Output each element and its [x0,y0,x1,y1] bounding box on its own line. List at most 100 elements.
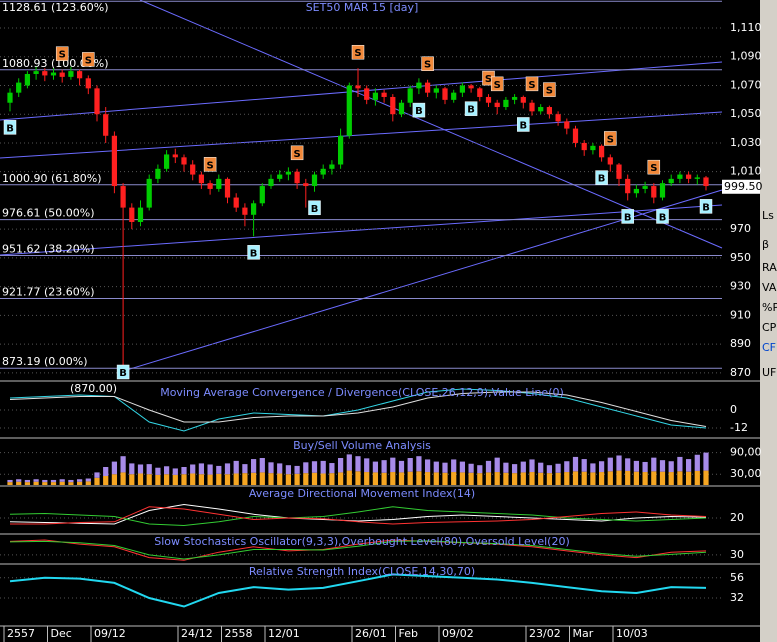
volume-bar [398,460,405,473]
volume-bar [198,463,205,475]
volume-bar [59,481,65,485]
volume-bar [198,474,205,485]
toolbar-button: VA [762,281,777,294]
volume-bar [242,464,248,474]
volume-bar [42,482,48,485]
volume-bar [207,474,213,485]
toolbar-button: CF [762,341,776,354]
volume-bar [85,478,91,482]
signal-label: S [85,55,92,66]
candle-body [381,92,387,97]
volume-bar [424,459,431,473]
indicator-line [9,573,707,608]
volume-bar [572,456,579,472]
x-tick-label: 23/02 [529,627,561,640]
volume-bar [242,473,248,485]
candle-body [120,186,126,208]
x-tick-label: Mar [573,627,594,640]
volume-bar [120,472,126,485]
candle-body [42,71,48,76]
volume-bar [694,454,700,471]
volume-bar [433,461,439,473]
candle-body [7,92,13,103]
candle-body [303,183,309,187]
indicator-title: Average Directional Movement Index(14) [249,487,475,500]
candle-body [24,73,31,86]
x-tick-label: 10/03 [616,627,648,640]
volume-bar [390,472,396,485]
signal-label: S [206,160,213,171]
trend-line [0,204,723,256]
volume-bar [659,460,666,472]
volume-bar [33,479,39,482]
candle-body [346,85,352,136]
volume-bar [607,457,613,472]
volume-bar [625,458,631,471]
signal-box [543,82,556,97]
candle-body [33,71,39,74]
y-tick-label: 30,00 [730,467,762,480]
candle-body [59,72,65,77]
candle-body [103,114,109,136]
candle-body [598,145,605,158]
candle-body [546,107,553,115]
candle-body [651,186,657,198]
signal-label: B [250,248,258,259]
volume-bar [407,458,413,472]
y-tick-label: 910 [730,308,751,321]
signal-box [412,102,426,118]
y-tick-label: 1,030 [730,136,762,149]
candle-body [564,121,570,129]
signal-box [647,159,661,175]
candle-body [68,71,74,77]
last-price-label: 999.50 [724,180,763,193]
candle-body [76,71,83,79]
volume-bar [520,461,526,473]
candle-body [268,178,274,187]
volume-bar [172,468,178,475]
signal-box [656,209,669,224]
volume-bar [703,452,709,471]
volume-bar [129,463,135,475]
volume-bar [616,470,622,485]
indicator-title: Moving Average Convergence / Divergence(… [160,386,564,399]
volume-bar [250,459,257,473]
signal-label: S [424,60,431,71]
volume-bar [590,472,596,485]
volume-bar [346,454,352,471]
volume-bar [7,482,13,485]
volume-bar [564,461,570,473]
indicator-line [9,388,707,432]
signal-label: S [528,80,535,91]
volume-bar [190,464,196,474]
candle-body [538,107,544,112]
y-tick-label: 90,00 [730,446,762,459]
volume-bar [311,461,318,473]
volume-bar [259,458,265,473]
volume-bar [555,472,561,485]
volume-bar [625,470,631,485]
toolbar-button: β [762,238,769,251]
signal-box [308,200,321,216]
toolbar-button: Ls [762,209,774,222]
volume-bar [320,460,326,474]
trend-line [139,0,723,249]
indicator-line [10,506,707,525]
candle-body [694,177,700,179]
toolbar-button: CP [762,321,777,334]
volume-bar [233,460,239,474]
volume-bar [364,472,370,485]
volume-bar [677,471,683,485]
volume-bar [572,471,579,485]
candle-body [468,85,474,89]
candle-body [137,207,144,222]
volume-bar [146,464,152,475]
trend-line [0,61,723,121]
volume-bar [685,471,692,485]
candle-body [146,178,152,208]
candle-body [198,174,205,184]
volume-bar [451,459,457,473]
volume-bar [94,472,100,478]
candle-body [503,99,509,108]
